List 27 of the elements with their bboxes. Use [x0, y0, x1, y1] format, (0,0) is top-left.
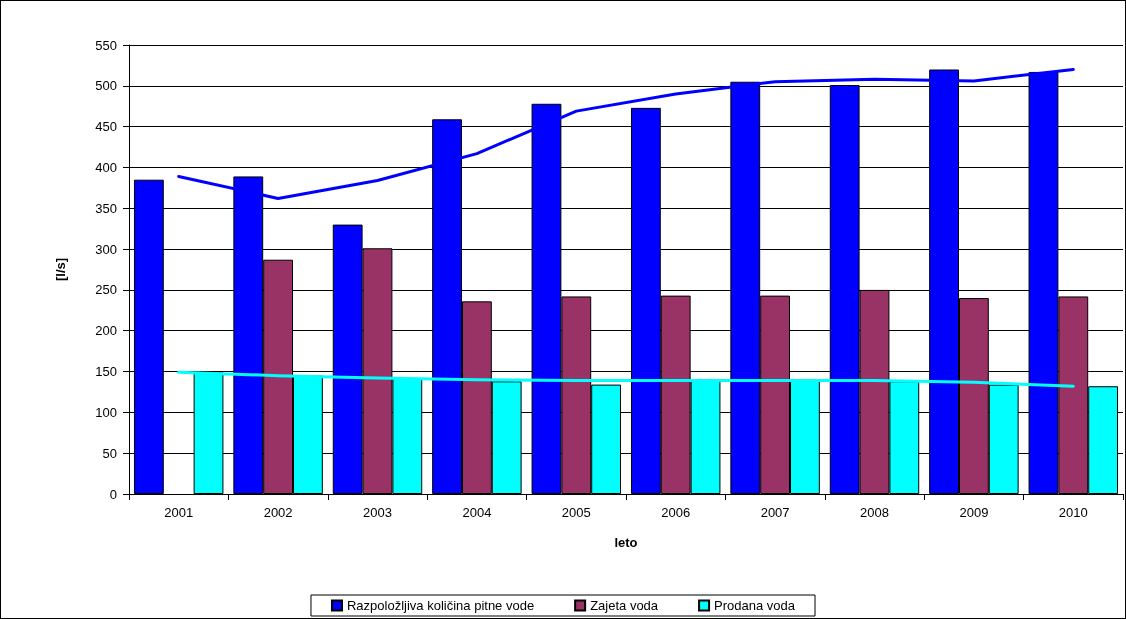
x-tick-label: 2008: [860, 505, 889, 520]
legend-label: Razpoložljiva količina pitne vode: [346, 598, 535, 613]
x-axis-title: leto: [614, 535, 638, 550]
y-tick-label: 500: [95, 78, 117, 94]
y-tick-label: 300: [95, 241, 117, 257]
x-tick-label: 2009: [959, 505, 989, 520]
y-axis-title: [l/s]: [53, 257, 68, 282]
legend-label: Zajeta voda: [590, 598, 659, 613]
y-tick-label: 450: [95, 119, 117, 135]
y-tick-label: 350: [95, 200, 117, 216]
y-tick-label: 400: [95, 159, 117, 175]
x-tick-label: 2003: [363, 505, 392, 520]
y-tick-label: 0: [109, 486, 117, 502]
y-tick-label: 200: [95, 323, 117, 339]
x-tick-label: 2006: [661, 505, 691, 520]
x-tick-label: 2002: [263, 505, 293, 520]
x-tick-label: 2005: [561, 505, 591, 520]
x-tick-label: 2001: [164, 505, 194, 520]
legend-label: Prodana voda: [714, 598, 796, 613]
x-tick-label: 2004: [462, 505, 492, 520]
y-tick-label: 50: [102, 445, 117, 461]
y-tick-label: 100: [95, 404, 117, 420]
x-tick-label: 2010: [1058, 505, 1088, 520]
x-tick-label: 2007: [760, 505, 790, 520]
y-tick-label: 250: [95, 282, 117, 298]
y-tick-label: 150: [95, 364, 117, 380]
y-tick-label: 550: [95, 37, 117, 53]
